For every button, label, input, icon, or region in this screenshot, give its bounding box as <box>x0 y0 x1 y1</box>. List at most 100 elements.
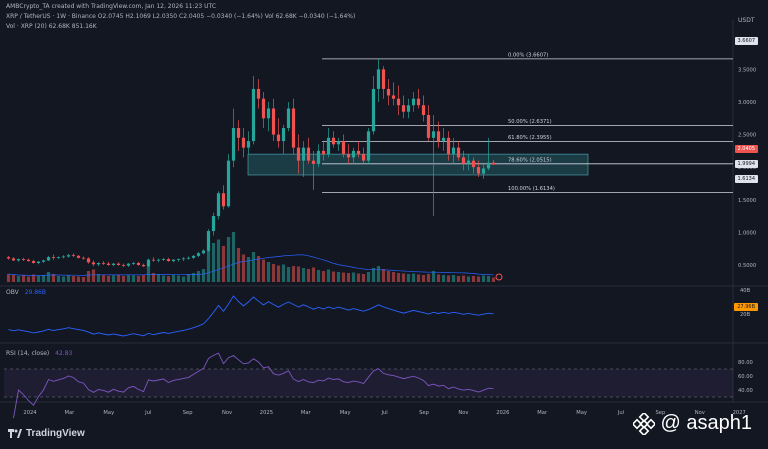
volume-bar <box>131 275 136 282</box>
candle-body <box>226 160 231 207</box>
tv-logo-icon <box>8 429 22 438</box>
candle-body <box>456 147 461 158</box>
obv-axis: 40B 20B <box>740 288 751 318</box>
volume-bar <box>136 276 141 282</box>
volume-bar <box>151 273 156 282</box>
fib-label: 61.80% (2.3955) <box>508 135 552 141</box>
time-tick-label: 2026 <box>496 410 509 416</box>
volume-bar <box>116 275 121 282</box>
volume-bar <box>106 276 111 282</box>
volume-bar <box>446 275 451 282</box>
candle-body <box>461 157 466 164</box>
candle-body <box>146 259 151 267</box>
volume-bar <box>306 269 311 282</box>
volume-bar <box>276 265 281 282</box>
candle-body <box>396 98 401 106</box>
candle-body <box>211 216 216 232</box>
candle-body <box>336 141 341 145</box>
volume-bar <box>126 274 131 282</box>
volume-bar <box>316 270 321 282</box>
time-tick-label: Mar <box>65 410 76 416</box>
candle-body <box>21 259 26 260</box>
obv-value: 29.86B <box>24 289 46 296</box>
currency-label[interactable]: USDT <box>738 17 755 24</box>
candle-body <box>201 250 206 254</box>
candle-body <box>16 259 21 261</box>
price-label-low: 1.6134 <box>734 175 758 183</box>
candle-body <box>71 255 76 256</box>
candle-body <box>416 98 421 106</box>
volume-bars <box>6 232 496 282</box>
time-tick-label: May <box>576 410 587 416</box>
candle-body <box>256 88 261 99</box>
zone-rect <box>247 153 589 176</box>
chart-credit: AMBCrypto_TA created with TradingView.co… <box>6 3 217 10</box>
rsi-legend[interactable]: RSI (14, close) 42.83 <box>6 350 72 357</box>
candle-body <box>406 105 411 112</box>
candle-body <box>106 263 111 265</box>
binance-watermark: @ asaph1 <box>632 412 752 435</box>
candle-body <box>346 154 351 158</box>
volume-bar <box>121 276 126 282</box>
volume-bar <box>186 274 191 282</box>
volume-bar <box>211 243 216 282</box>
obv-tick-label: 40B <box>740 288 751 294</box>
volume-bar <box>236 248 241 282</box>
price-label-high: 3.6607 <box>734 37 758 45</box>
watermark-text: @ asaph1 <box>660 412 752 434</box>
volume-bar <box>11 275 16 282</box>
candle-body <box>131 263 136 264</box>
candle-body <box>156 259 161 261</box>
rsi-line <box>13 352 494 419</box>
obv-current-label: 27.96B <box>734 303 758 311</box>
volume-bar <box>346 273 351 282</box>
volume-bar <box>311 267 316 282</box>
candle-body <box>91 262 96 265</box>
volume-bar <box>16 276 21 282</box>
price-label-zone: 1.9994 <box>734 160 758 168</box>
time-tick-label: Jul <box>617 410 624 416</box>
candle-body <box>441 137 446 142</box>
candle-body <box>381 69 386 89</box>
time-tick-label: Jul <box>144 410 151 416</box>
symbol-legend[interactable]: XRP / TetherUS · 1W · Binance O2.0745 H2… <box>6 13 356 20</box>
volume-bar <box>191 273 196 282</box>
price-tick-label: 3.0000 <box>738 100 756 106</box>
volume-bar <box>351 272 356 282</box>
fib-label: 0.00% (3.6607) <box>508 52 548 58</box>
candle-body <box>361 154 366 161</box>
tradingview-logo[interactable]: TradingView <box>8 428 85 439</box>
candle-body <box>171 259 176 262</box>
volume-bar <box>111 275 116 282</box>
price-tick-label: 1.5000 <box>738 198 756 204</box>
volume-bar <box>481 275 486 282</box>
volume-bar <box>206 249 211 282</box>
candle-body <box>36 261 41 264</box>
volume-bar <box>286 267 291 282</box>
volume-bar <box>96 274 101 282</box>
candle-body <box>326 137 331 155</box>
candle-body <box>6 257 11 259</box>
replay-marker[interactable] <box>495 273 503 281</box>
candle-body <box>321 150 326 155</box>
volume-bar <box>476 276 481 282</box>
time-tick-label: Nov <box>458 410 468 416</box>
candle-body <box>66 255 71 257</box>
volume-bar <box>301 268 306 282</box>
candle-body <box>26 259 31 262</box>
volume-bar <box>61 276 66 282</box>
volume-bar <box>201 269 206 282</box>
volume-bar <box>256 256 261 282</box>
candle-body <box>341 141 346 155</box>
candle-body <box>301 147 306 161</box>
volume-bar <box>261 259 266 282</box>
obv-legend[interactable]: OBV 29.86B <box>6 289 46 296</box>
volume-bar <box>171 275 176 282</box>
candle-body <box>136 263 141 265</box>
candle-body <box>491 162 496 165</box>
time-tick-label: 2024 <box>23 410 37 416</box>
volume-bar <box>441 275 446 282</box>
volume-legend[interactable]: Vol · XRP (20) 62.68K 851.16K <box>6 23 97 30</box>
candle-body <box>371 88 376 132</box>
